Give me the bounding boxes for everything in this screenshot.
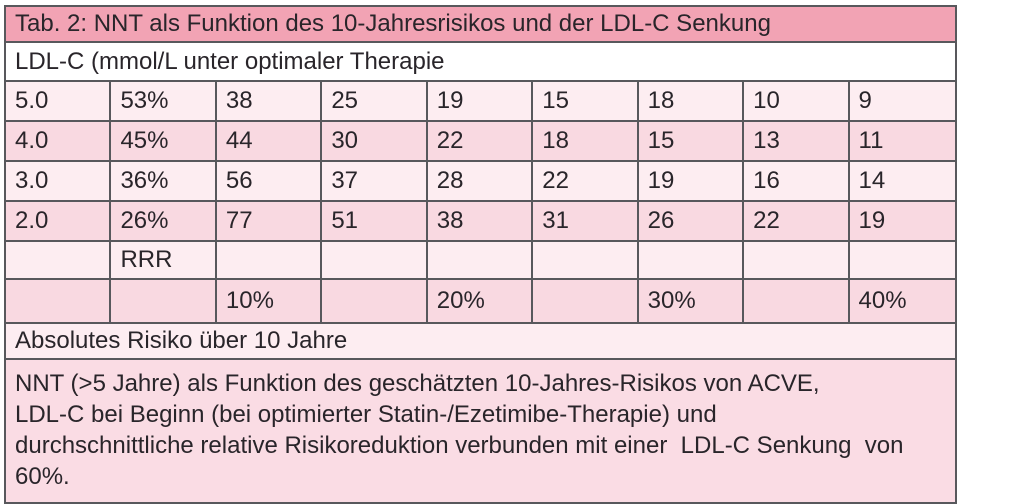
table-cell: 30% [638,280,745,322]
table-cell: 22 [533,162,639,200]
table-cell: 10 [744,82,850,120]
table-cell [111,280,217,322]
table-row: 3.0 36% 56 37 28 22 19 16 14 [6,162,955,202]
table-cell: 5.0 [6,82,112,120]
table-cell: 28 [427,162,534,200]
footnote-line: NNT (>5 Jahre) als Funktion des geschätz… [15,370,820,397]
table-cell [6,280,112,322]
table-cell [216,242,323,278]
table-cell: 45% [111,122,217,160]
table-cell: 19 [849,202,955,240]
footnote-line: LDL-C bei Beginn (bei optimierter Statin… [15,401,717,428]
table-cell [533,242,639,278]
table-row: 5.0 53% 38 25 19 15 18 10 9 [6,82,955,122]
table-cell [6,242,112,278]
table-row: 10% 20% 30% 40% [6,280,955,324]
table-cell: 4.0 [6,122,112,160]
table-cell: 37 [322,162,428,200]
table-cell: 44 [216,122,323,160]
table-cell: 26 [638,202,745,240]
table-cell [638,242,745,278]
table-cell [322,242,428,278]
table-cell: 53% [111,82,217,120]
table-row: 4.0 45% 44 30 22 18 15 13 11 [6,122,955,162]
table-cell: 2.0 [6,202,112,240]
table-cell: 18 [533,122,639,160]
table-cell: 25 [322,82,428,120]
table-row: 2.0 26% 77 51 38 31 26 22 19 [6,202,955,242]
table-grid: 5.0 53% 38 25 19 15 18 10 9 4.0 45% 44 30 22 18 15 13 11 3… [6,82,955,324]
absolute-risk-label: Absolutes Risiko über 10 Jahre [6,324,955,360]
table-cell [849,242,955,278]
table-subheader: LDL-C (mmol/L unter optimaler Therapie [6,43,955,82]
table-cell: 13 [744,122,850,160]
table-cell: 9 [849,82,955,120]
table-cell: 22 [744,202,850,240]
table-cell [533,280,639,322]
table-cell: 15 [533,82,639,120]
footnote-line: durchschnittliche relative Risikoredukti… [15,432,911,490]
table-cell: 19 [427,82,534,120]
table-cell [322,280,428,322]
table-cell [427,242,534,278]
table-cell: 19 [638,162,745,200]
table-cell: 11 [849,122,955,160]
table-cell: 36% [111,162,217,200]
table-cell: 56 [216,162,323,200]
table-title: Tab. 2: NNT als Funktion des 10-Jahresri… [6,7,955,43]
table-cell: 31 [533,202,639,240]
table-cell: 26% [111,202,217,240]
table-footnote: NNT (>5 Jahre) als Funktion des geschätz… [6,360,955,502]
table-cell: 15 [638,122,745,160]
table-cell: 77 [216,202,323,240]
table-cell: 38 [216,82,323,120]
table-cell: 10% [216,280,323,322]
table-cell: 18 [638,82,745,120]
table-cell [744,280,850,322]
table-cell: 30 [322,122,428,160]
table-cell: RRR [111,242,217,278]
table-cell: 14 [849,162,955,200]
table-cell: 40% [849,280,955,322]
table-cell: 51 [322,202,428,240]
table-cell: 16 [744,162,850,200]
table-cell: 22 [427,122,534,160]
table-cell: 38 [427,202,534,240]
table-cell [744,242,850,278]
table-cell: 20% [427,280,534,322]
table-row: RRR [6,242,955,280]
nnt-table: Tab. 2: NNT als Funktion des 10-Jahresri… [4,5,957,504]
table-cell: 3.0 [6,162,112,200]
